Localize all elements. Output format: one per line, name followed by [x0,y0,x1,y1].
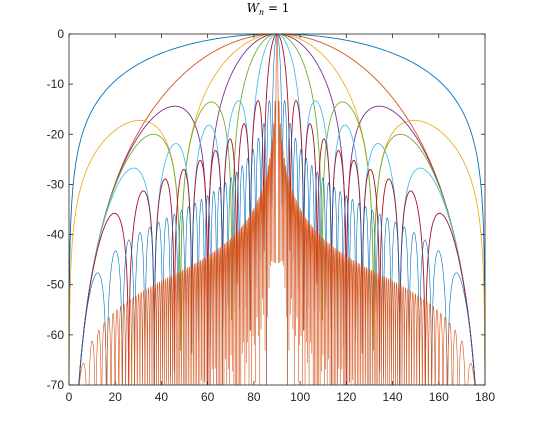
y-tick-label: -70 [47,378,65,392]
y-tick-label: -40 [47,228,65,242]
x-tick-label: 80 [247,390,261,404]
x-tick-label: 160 [429,390,449,404]
chart-title: Wn = 1 [247,1,290,17]
y-tick-label: -60 [47,328,65,342]
plot-axes-box [68,33,486,386]
x-tick-label: 0 [66,390,73,404]
y-tick-label: -30 [47,177,65,191]
x-tick-label: 140 [383,390,403,404]
y-tick-label: 0 [57,27,64,41]
x-tick-label: 20 [109,390,123,404]
y-tick-label: -10 [47,77,65,91]
tick-layer: 0 20 40 60 80 100 120 140 160 180 0 -10 -20 -30 -40 -50… [47,27,496,404]
x-tick-label: 120 [336,390,356,404]
x-tick-label: 60 [201,390,215,404]
y-tick-label: -20 [47,127,65,141]
x-tick-label: 40 [155,390,169,404]
x-tick-label: 100 [290,390,310,404]
y-tick-label: -50 [47,278,65,292]
x-tick-label: 180 [475,390,495,404]
